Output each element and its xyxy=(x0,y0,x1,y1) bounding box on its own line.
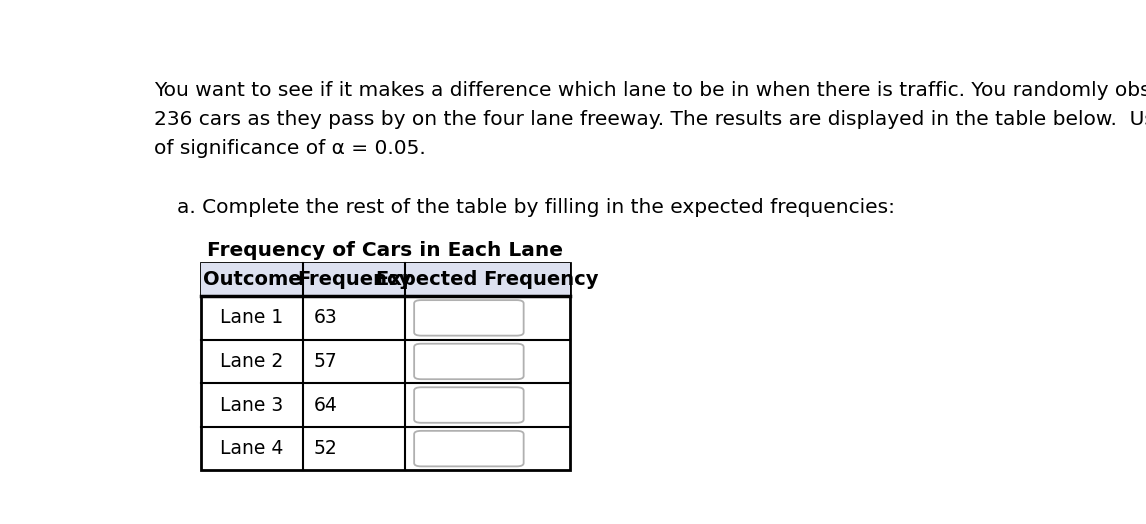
Bar xyxy=(201,263,570,296)
Text: 64: 64 xyxy=(314,396,338,414)
Text: 57: 57 xyxy=(314,352,338,371)
Text: a. Complete the rest of the table by filling in the expected frequencies:: a. Complete the rest of the table by fil… xyxy=(176,199,895,217)
Text: 63: 63 xyxy=(314,309,338,328)
FancyBboxPatch shape xyxy=(414,431,524,466)
Text: Expected Frequency: Expected Frequency xyxy=(376,270,598,289)
Text: Lane 2: Lane 2 xyxy=(220,352,284,371)
Text: Lane 4: Lane 4 xyxy=(220,439,284,458)
Text: 236 cars as they pass by on the four lane freeway. The results are displayed in : 236 cars as they pass by on the four lan… xyxy=(154,110,1146,129)
Text: Frequency of Cars in Each Lane: Frequency of Cars in Each Lane xyxy=(207,241,564,260)
Text: Lane 3: Lane 3 xyxy=(220,396,284,414)
Text: of significance of α = 0.05.: of significance of α = 0.05. xyxy=(154,139,425,158)
Text: You want to see if it makes a difference which lane to be in when there is traff: You want to see if it makes a difference… xyxy=(154,81,1146,100)
Text: Lane 1: Lane 1 xyxy=(220,309,284,328)
Text: 52: 52 xyxy=(314,439,338,458)
FancyBboxPatch shape xyxy=(414,344,524,379)
FancyBboxPatch shape xyxy=(414,300,524,336)
Text: Outcome: Outcome xyxy=(203,270,301,289)
FancyBboxPatch shape xyxy=(414,387,524,423)
Text: Frequency: Frequency xyxy=(297,270,411,289)
